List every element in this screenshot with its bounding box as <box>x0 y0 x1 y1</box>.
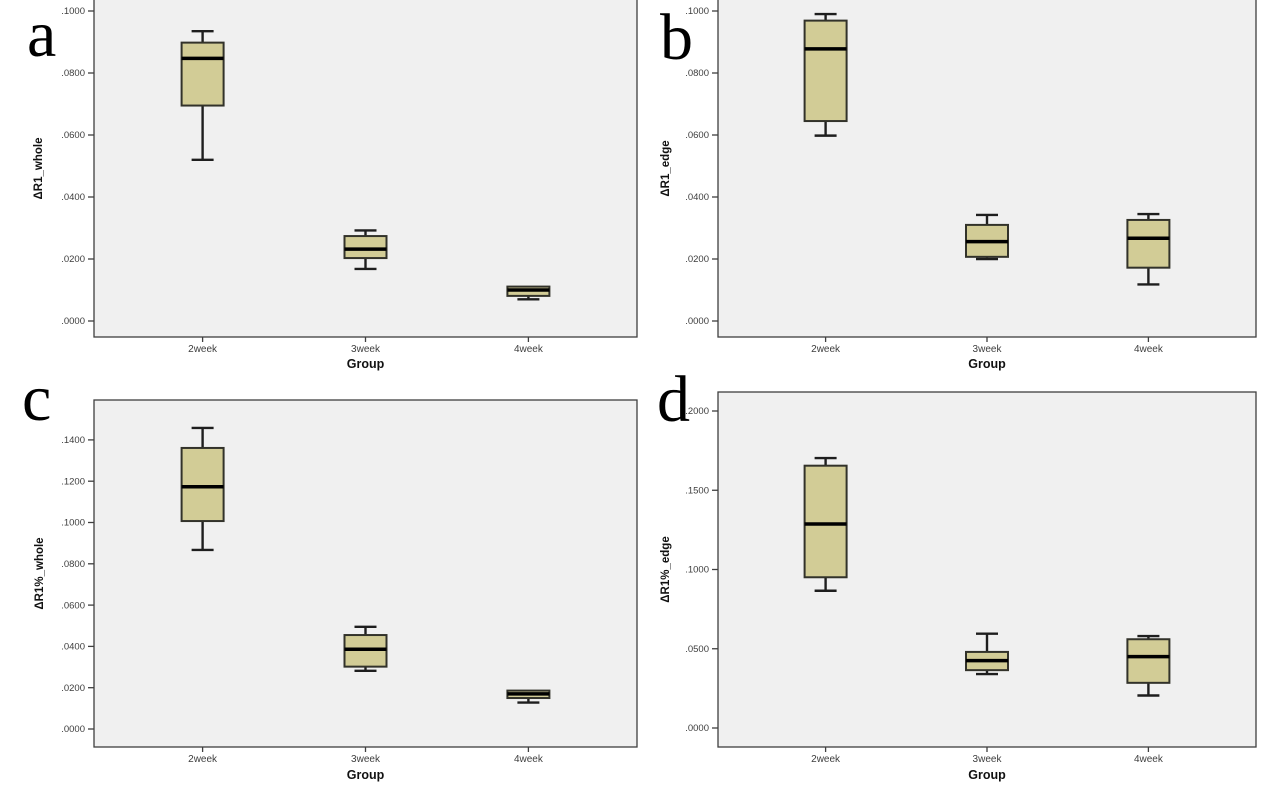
panel-letter-d: d <box>657 374 690 436</box>
panel-letter-b: b <box>660 1 693 74</box>
svg-text:.1200: .1200 <box>61 476 85 487</box>
svg-text:.0000: .0000 <box>61 724 85 735</box>
svg-text:.1000: .1000 <box>685 6 709 17</box>
svg-text:4week: 4week <box>1134 754 1164 765</box>
svg-text:.0200: .0200 <box>61 254 85 265</box>
svg-text:.1500: .1500 <box>685 485 709 496</box>
panel-c: c .0000 .0200 .0400 .0600 .0800 .1000 .1200 .14… <box>0 374 642 796</box>
svg-text:.0000: .0000 <box>685 723 709 734</box>
svg-text:Group: Group <box>968 357 1006 371</box>
svg-text:3week: 3week <box>351 344 381 355</box>
svg-text:4week: 4week <box>1134 344 1164 355</box>
svg-text:.0400: .0400 <box>61 642 85 653</box>
svg-text:.2000: .2000 <box>685 406 709 417</box>
panel-b: b .0000 .0200 .0400 .0600 .0800 .1000 2week 3we… <box>642 0 1270 374</box>
svg-text:.0200: .0200 <box>685 254 709 265</box>
svg-text:Group: Group <box>347 768 385 782</box>
svg-text:.0000: .0000 <box>685 316 709 327</box>
svg-text:.1400: .1400 <box>61 435 85 446</box>
boxplot-delta-r1-whole: .0000 .0200 .0400 .0600 .0800 .1000 2week 3week… <box>33 0 638 371</box>
panel-letter-c: c <box>22 374 52 435</box>
svg-text:ΔR1%_whole: ΔR1%_whole <box>34 537 46 609</box>
svg-text:.0600: .0600 <box>61 130 85 141</box>
svg-text:.0800: .0800 <box>61 559 85 570</box>
svg-text:.0000: .0000 <box>61 316 85 327</box>
svg-text:3week: 3week <box>973 344 1003 355</box>
panel-d: d .0000 .0500 .1000 .1500 .2000 2week 3week 4we… <box>642 374 1270 796</box>
boxplot-delta-r1pct-edge: .0000 .0500 .1000 .1500 .2000 2week 3week 4week… <box>660 391 1257 782</box>
svg-text:Group: Group <box>968 768 1006 782</box>
boxplot-delta-r1-edge: .0000 .0200 .0400 .0600 .0800 .1000 2week 3week… <box>660 0 1257 371</box>
svg-text:ΔR1%_edge: ΔR1%_edge <box>660 536 672 602</box>
svg-text:.1000: .1000 <box>61 518 85 529</box>
svg-text:3week: 3week <box>351 754 381 765</box>
svg-text:.1000: .1000 <box>685 565 709 576</box>
svg-text:.0800: .0800 <box>685 68 709 79</box>
svg-text:2week: 2week <box>188 754 218 765</box>
svg-text:4week: 4week <box>514 754 544 765</box>
svg-text:ΔR1_whole: ΔR1_whole <box>33 138 45 200</box>
svg-text:3week: 3week <box>973 754 1003 765</box>
panel-a: a .0000 .0200 .0400 .0600 .0800 .1000 2week 3we… <box>0 0 642 374</box>
svg-text:.0200: .0200 <box>61 683 85 694</box>
svg-text:.0600: .0600 <box>685 130 709 141</box>
svg-text:2week: 2week <box>811 754 841 765</box>
panel-letter-a: a <box>27 0 57 71</box>
svg-text:Group: Group <box>347 357 385 371</box>
svg-text:.1000: .1000 <box>61 6 85 17</box>
svg-text:2week: 2week <box>188 344 218 355</box>
svg-text:4week: 4week <box>514 344 544 355</box>
svg-text:.0400: .0400 <box>685 192 709 203</box>
svg-text:ΔR1_edge: ΔR1_edge <box>660 140 672 196</box>
svg-text:.0500: .0500 <box>685 644 709 655</box>
boxplot-delta-r1pct-whole: .0000 .0200 .0400 .0600 .0800 .1000 .1200 .1400… <box>34 399 638 782</box>
svg-text:.0800: .0800 <box>61 68 85 79</box>
svg-text:.0400: .0400 <box>61 192 85 203</box>
svg-text:2week: 2week <box>811 344 841 355</box>
svg-text:.0600: .0600 <box>61 600 85 611</box>
